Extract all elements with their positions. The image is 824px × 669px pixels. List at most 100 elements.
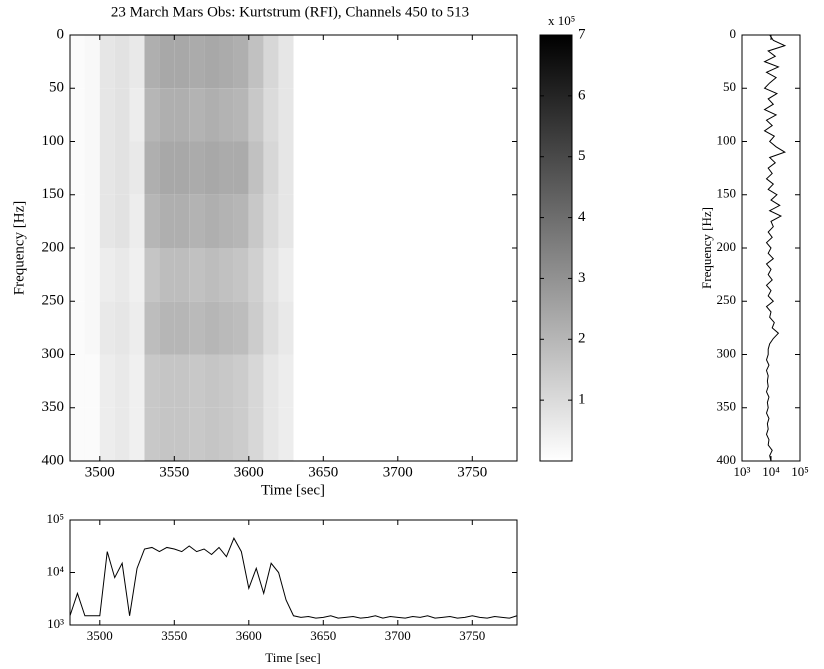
x-tick-label: 10³ [734, 464, 751, 479]
heatmap-cell [338, 248, 354, 302]
heatmap-cell [189, 88, 205, 142]
heatmap-cell [382, 354, 398, 408]
heatmap-cell [248, 354, 264, 408]
x-tick-label: 3500 [87, 628, 113, 643]
heatmap-cell [353, 354, 368, 408]
heatmap-cell [487, 88, 503, 142]
heatmap-cell [70, 354, 85, 408]
heatmap-cell [308, 141, 324, 195]
axes-frame [69, 519, 518, 626]
heatmap-cell [487, 354, 503, 408]
heatmap-cell [397, 248, 413, 302]
heatmap-cell [427, 301, 443, 355]
y-tick-label: 100 [42, 133, 65, 149]
heatmap-cell [442, 354, 458, 408]
heatmap-cell [219, 301, 234, 355]
x-tick-label: 3700 [385, 628, 411, 643]
y-tick-label: 300 [717, 345, 737, 360]
heatmap-cell [263, 407, 279, 461]
heatmap-cell [99, 407, 115, 461]
y-tick-label: 300 [42, 346, 65, 362]
heatmap-cell [457, 194, 473, 248]
heatmap-cell [397, 301, 413, 355]
heatmap-cell [293, 141, 309, 195]
heatmap-cell [189, 141, 205, 195]
heatmap-cell [233, 354, 249, 408]
heatmap-cell [99, 141, 115, 195]
heatmap-cell [308, 301, 324, 355]
y-tick-label: 150 [717, 186, 737, 201]
heatmap-cell [442, 301, 458, 355]
y-tick-label: 250 [717, 292, 737, 307]
heatmap-cell [114, 354, 130, 408]
heatmap-cell [353, 35, 368, 89]
heatmap-cell [159, 407, 175, 461]
heatmap-cell [174, 407, 190, 461]
heatmap-cell [412, 301, 428, 355]
heatmap-cell [114, 301, 130, 355]
heatmap-cell [189, 354, 205, 408]
heatmap-cell [114, 35, 130, 89]
heatmap-cell [412, 354, 428, 408]
heatmap-cell [487, 301, 503, 355]
heatmap-cell [233, 301, 249, 355]
heatmap-cell [487, 248, 503, 302]
x-axis-label: Time [sec] [265, 650, 321, 665]
heatmap-cell [308, 35, 324, 89]
y-tick-label: 10³ [47, 616, 64, 631]
heatmap-cell [338, 35, 354, 89]
heatmap-cell [412, 248, 428, 302]
heatmap-cell [114, 194, 130, 248]
heatmap-cell [174, 248, 190, 302]
heatmap-cell [353, 88, 368, 142]
heatmap-cell [219, 407, 234, 461]
heatmap-cell [189, 301, 205, 355]
heatmap-cell [472, 141, 488, 195]
y-tick-label: 100 [717, 132, 737, 147]
heatmap-cell [293, 301, 309, 355]
heatmap-cell [248, 407, 264, 461]
heatmap-cell [293, 248, 309, 302]
heatmap-cell [472, 248, 488, 302]
y-tick-label: 10⁵ [46, 511, 64, 526]
heatmap-cell [129, 407, 145, 461]
heatmap-cell [412, 141, 428, 195]
heatmap-cell [84, 354, 100, 408]
heatmap-cell [144, 301, 160, 355]
heatmap-cell [472, 354, 488, 408]
heatmap-cell [397, 194, 413, 248]
heatmap-cell [219, 35, 234, 89]
heatmap-cell [248, 88, 264, 142]
heatmap-cell [457, 88, 473, 142]
heatmap-cell [204, 88, 219, 142]
heatmap-cell [427, 354, 443, 408]
heatmap-cell [129, 88, 145, 142]
heatmap-cell [368, 354, 383, 408]
heatmap-cell [442, 248, 458, 302]
heatmap-cell [263, 354, 279, 408]
heatmap-cell [338, 354, 354, 408]
heatmap-cell [248, 248, 264, 302]
heatmap-cell [159, 35, 175, 89]
x-tick-label: 3650 [308, 464, 338, 480]
heatmap-cell [70, 194, 85, 248]
heatmap-cell [323, 35, 339, 89]
heatmap-cell [174, 194, 190, 248]
heatmap-cell [159, 88, 175, 142]
heatmap-cell [174, 354, 190, 408]
heatmap-cell [338, 88, 354, 142]
heatmap-cell [99, 35, 115, 89]
heatmap-cell [338, 407, 354, 461]
heatmap-cell [427, 141, 443, 195]
heatmap-cell [129, 354, 145, 408]
heatmap-cell [412, 407, 428, 461]
colorbar-tick-label: 4 [578, 209, 586, 225]
heatmap-cell [114, 141, 130, 195]
heatmap-cell [278, 88, 294, 142]
heatmap-cell [84, 301, 100, 355]
heatmap-cell [159, 301, 175, 355]
heatmap-cell [144, 194, 160, 248]
axes-frame [69, 34, 518, 462]
heatmap-cell [442, 194, 458, 248]
